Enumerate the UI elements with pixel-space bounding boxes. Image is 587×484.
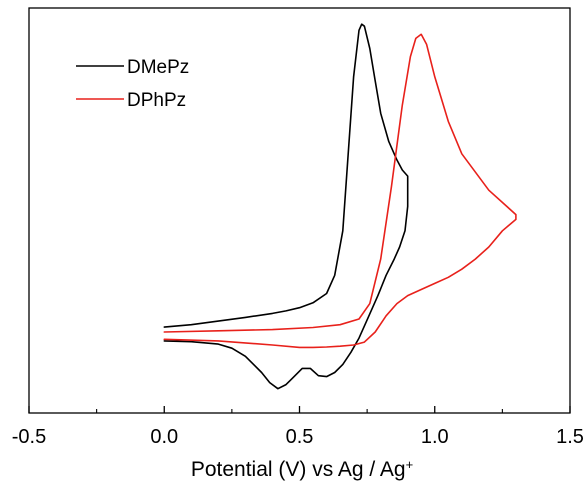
x-tick-label: 0.5	[286, 426, 314, 448]
legend: DMePz DPhPz	[76, 57, 189, 111]
series-line-dmepz	[163, 23, 409, 390]
legend-label-dphpz: DPhPz	[127, 90, 186, 111]
plot-frame	[28, 7, 571, 414]
series-group	[163, 23, 517, 390]
x-axis-title: Potential (V) vs Ag / Ag+	[191, 457, 413, 482]
x-axis-tick-labels: -0.5 0.0 0.5 1.0 1.5	[12, 426, 584, 448]
series-line-dphpz	[163, 33, 517, 349]
x-axis-title-superscript: +	[406, 457, 414, 472]
x-tick-label: 0.0	[150, 426, 178, 448]
x-axis-ticks	[28, 406, 571, 413]
x-tick-label: 1.5	[556, 426, 584, 448]
legend-label-dmepz: DMePz	[127, 57, 189, 78]
x-tick-label: -0.5	[12, 426, 46, 448]
x-tick-label: 1.0	[421, 426, 449, 448]
